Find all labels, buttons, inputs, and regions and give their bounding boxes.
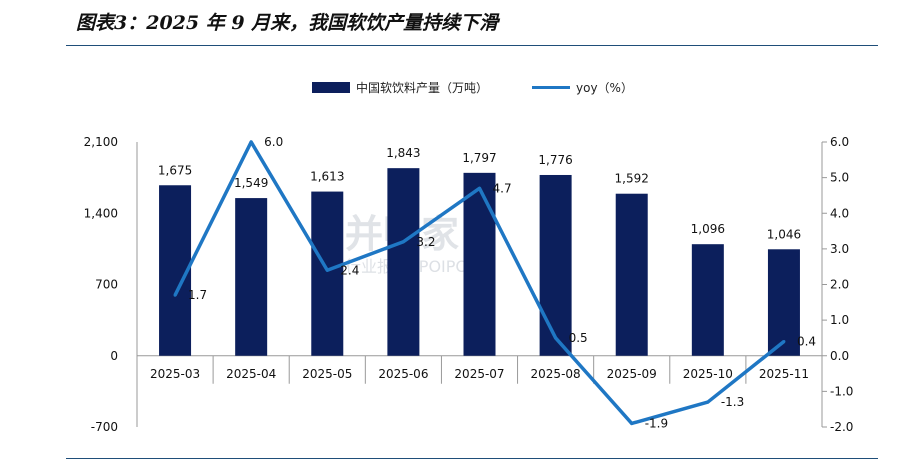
- legend-bar-label: 中国软饮料产量（万吨）: [356, 80, 488, 95]
- yoy-data-label: 0.5: [569, 331, 588, 345]
- category-label: 2025-09: [607, 367, 657, 381]
- yoy-data-label: 6.0: [264, 135, 283, 149]
- yoy-point: [706, 400, 710, 404]
- yoy-point: [249, 140, 253, 144]
- left-tick-label: 0: [110, 349, 118, 363]
- bar-data-label: 1,046: [767, 227, 801, 241]
- legend-bar-swatch: [312, 82, 350, 93]
- yoy-data-label: 1.7: [188, 288, 207, 302]
- bar-data-label: 1,613: [310, 170, 344, 184]
- right-tick-label: 6.0: [830, 135, 849, 149]
- bar: [615, 193, 648, 356]
- category-label: 2025-11: [759, 367, 809, 381]
- title-rule: [66, 45, 878, 46]
- yoy-data-label: 3.2: [416, 235, 435, 249]
- yoy-point: [478, 186, 481, 190]
- yoy-data-label: -1.9: [645, 416, 668, 430]
- bar: [387, 168, 420, 356]
- category-label: 2025-04: [226, 367, 276, 381]
- bar-data-label: 1,675: [158, 163, 192, 177]
- legend-line-label: yoy（%）: [576, 81, 633, 95]
- right-tick-label: 1.0: [830, 313, 849, 327]
- bar-data-label: 1,797: [462, 151, 496, 165]
- legend: 中国软饮料产量（万吨） yoy（%）: [312, 80, 633, 95]
- bar: [463, 172, 496, 356]
- category-label: 2025-05: [302, 367, 352, 381]
- right-tick-label: -2.0: [830, 420, 853, 434]
- left-tick-label: 1,400: [84, 206, 118, 220]
- bar-series: [159, 168, 800, 356]
- bar: [235, 198, 268, 356]
- yoy-point: [401, 240, 405, 244]
- yoy-data-label: 4.7: [493, 181, 512, 195]
- yoy-data-label: 0.4: [797, 335, 816, 349]
- category-label: 2025-07: [454, 367, 504, 381]
- right-tick-label: 2.0: [830, 278, 849, 292]
- footer-rule: [66, 458, 878, 459]
- yoy-data-label: 2.4: [340, 263, 359, 277]
- category-label: 2025-03: [150, 367, 200, 381]
- bar: [691, 244, 724, 356]
- right-tick-label: 0.0: [830, 349, 849, 363]
- category-label: 2025-10: [683, 367, 733, 381]
- category-label: 2025-08: [531, 367, 581, 381]
- left-tick-label: 2,100: [84, 135, 118, 149]
- yoy-data-label: -1.3: [721, 395, 744, 409]
- watermark-sub: 行业报告 IPOIPO.CN: [345, 257, 496, 276]
- bar: [539, 174, 572, 356]
- bar-labels: 1,675 1,549 1,613 1,843 1,797 1,776 1,592 1,096…: [158, 146, 801, 241]
- bar-data-label: 1,776: [538, 153, 572, 167]
- bar-data-label: 1,843: [386, 146, 420, 160]
- yoy-point: [173, 293, 177, 297]
- category-label: 2025-06: [378, 367, 428, 381]
- left-tick-label: -700: [91, 420, 118, 434]
- bar-data-label: 1,096: [691, 222, 725, 236]
- line-labels: 1.7 6.0 2.4 3.2 4.7 0.5 -1.9 -1.3 0.4: [188, 135, 816, 430]
- line-series: [173, 140, 786, 426]
- bar: [311, 191, 344, 356]
- right-tick-label: 5.0: [830, 171, 849, 185]
- right-tick-label: 4.0: [830, 206, 849, 220]
- bar-data-label: 1,592: [615, 172, 649, 186]
- bar-data-label: 1,549: [234, 176, 268, 190]
- right-tick-label: 3.0: [830, 242, 849, 256]
- yoy-point: [782, 340, 786, 343]
- yoy-point: [630, 421, 634, 425]
- bar: [767, 249, 800, 356]
- chart-title: 图表3：2025 年 9 月来，我国软饮产量持续下滑: [76, 12, 499, 34]
- yoy-point: [554, 336, 558, 340]
- left-tick-label: 700: [95, 278, 118, 292]
- right-tick-label: -1.0: [830, 384, 853, 398]
- yoy-point: [325, 268, 329, 272]
